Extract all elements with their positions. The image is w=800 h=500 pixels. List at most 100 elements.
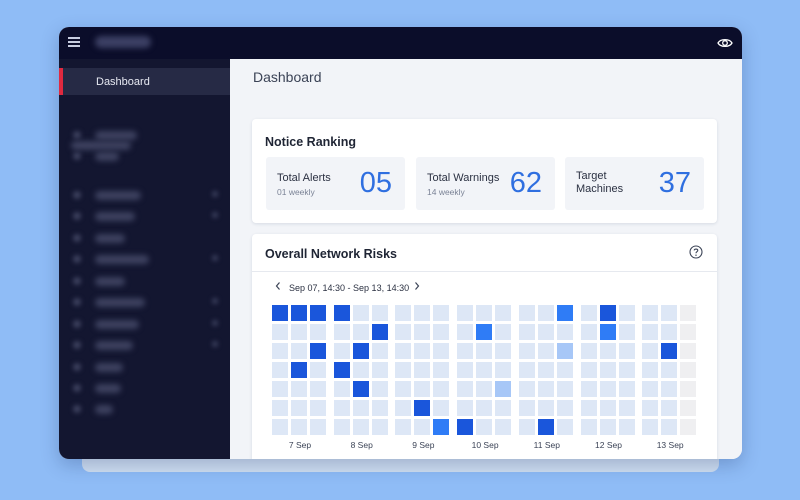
heatmap-cell-no-risk[interactable] (291, 400, 307, 416)
heatmap-cell-no-risk[interactable] (661, 419, 678, 435)
heatmap-cell-no-risk[interactable] (395, 324, 412, 340)
heatmap-cell-no-risk[interactable] (272, 419, 288, 435)
heatmap-cell-no-risk[interactable] (291, 343, 307, 359)
sidebar-blurred-item[interactable] (95, 152, 119, 161)
heatmap-cell-no-risk[interactable] (457, 324, 474, 340)
heatmap-cell-no-risk[interactable] (642, 362, 659, 378)
heatmap-cell-no-risk[interactable] (556, 381, 573, 397)
heatmap-cell-medium-risk[interactable] (556, 305, 573, 321)
heatmap-cell-no-risk[interactable] (580, 305, 597, 321)
heatmap-cell-no-risk[interactable] (661, 305, 678, 321)
heatmap-cell-no-risk[interactable] (414, 362, 431, 378)
heatmap-cell-no-risk[interactable] (518, 305, 535, 321)
heatmap-cell-no-risk[interactable] (476, 305, 493, 321)
heatmap-cell-no-risk[interactable] (476, 400, 493, 416)
heatmap-cell-no-risk[interactable] (661, 324, 678, 340)
heatmap-cell-no-risk[interactable] (580, 419, 597, 435)
heatmap-cell-no-risk[interactable] (599, 362, 616, 378)
heatmap-cell-no-risk[interactable] (476, 419, 493, 435)
heatmap-cell-no-risk[interactable] (618, 419, 635, 435)
heatmap-cell-no-risk[interactable] (556, 419, 573, 435)
heatmap-cell-no-risk[interactable] (352, 305, 369, 321)
sidebar-blurred-item[interactable] (95, 405, 113, 414)
heatmap-cell-no-risk[interactable] (457, 343, 474, 359)
heatmap-cell-high-risk[interactable] (537, 419, 554, 435)
heatmap-cell-no-risk[interactable] (618, 362, 635, 378)
heatmap-cell-no-risk[interactable] (495, 324, 512, 340)
heatmap-cell-medium-risk[interactable] (599, 324, 616, 340)
heatmap-cell-no-risk[interactable] (537, 400, 554, 416)
heatmap-cell-medium-risk[interactable] (476, 324, 493, 340)
heatmap-cell-no-risk[interactable] (291, 419, 307, 435)
heatmap-cell-no-risk[interactable] (414, 305, 431, 321)
heatmap-cell-no-risk[interactable] (580, 324, 597, 340)
sidebar-blurred-item[interactable] (95, 212, 135, 221)
heatmap-cell-no-risk[interactable] (310, 381, 326, 397)
heatmap-cell-no-risk[interactable] (371, 362, 388, 378)
heatmap-cell-no-risk[interactable] (371, 419, 388, 435)
heatmap-cell-no-risk[interactable] (642, 400, 659, 416)
heatmap-cell-no-risk[interactable] (371, 400, 388, 416)
heatmap-cell-no-risk[interactable] (352, 419, 369, 435)
heatmap-cell-no-risk[interactable] (272, 400, 288, 416)
heatmap-cell-no-risk[interactable] (457, 400, 474, 416)
heatmap-cell-no-risk[interactable] (537, 305, 554, 321)
heatmap-cell-no-risk[interactable] (599, 343, 616, 359)
heatmap-cell-high-risk[interactable] (291, 305, 307, 321)
heatmap-cell-no-risk[interactable] (476, 381, 493, 397)
heatmap-cell-high-risk[interactable] (352, 343, 369, 359)
heatmap-cell-no-risk[interactable] (310, 400, 326, 416)
sidebar-blurred-item[interactable] (95, 131, 137, 140)
eye-icon[interactable] (717, 36, 733, 50)
sidebar-blurred-item[interactable] (95, 234, 125, 243)
heatmap-cell-no-risk[interactable] (272, 381, 288, 397)
heatmap-cell-no-risk[interactable] (580, 381, 597, 397)
heatmap-cell-no-risk[interactable] (414, 324, 431, 340)
heatmap-cell-no-risk[interactable] (414, 343, 431, 359)
heatmap-cell-no-risk[interactable] (661, 362, 678, 378)
heatmap-cell-no-risk[interactable] (518, 381, 535, 397)
heatmap-cell-high-risk[interactable] (333, 362, 350, 378)
heatmap-cell-no-risk[interactable] (433, 324, 450, 340)
heatmap-cell-no-risk[interactable] (618, 305, 635, 321)
heatmap-cell-high-risk[interactable] (371, 324, 388, 340)
heatmap-cell-no-risk[interactable] (333, 324, 350, 340)
heatmap-cell-no-risk[interactable] (476, 343, 493, 359)
heatmap-cell-no-risk[interactable] (680, 305, 697, 321)
heatmap-cell-high-risk[interactable] (333, 305, 350, 321)
heatmap-cell-no-risk[interactable] (580, 343, 597, 359)
heatmap-cell-no-risk[interactable] (495, 343, 512, 359)
heatmap-cell-no-risk[interactable] (433, 343, 450, 359)
heatmap-cell-no-risk[interactable] (556, 400, 573, 416)
heatmap-cell-no-risk[interactable] (618, 324, 635, 340)
heatmap-cell-no-risk[interactable] (495, 362, 512, 378)
heatmap-cell-no-risk[interactable] (495, 305, 512, 321)
heatmap-cell-low-risk[interactable] (495, 381, 512, 397)
heatmap-cell-no-risk[interactable] (642, 343, 659, 359)
heatmap-cell-no-risk[interactable] (518, 419, 535, 435)
heatmap-cell-no-risk[interactable] (333, 381, 350, 397)
heatmap-cell-no-risk[interactable] (352, 362, 369, 378)
sidebar-blurred-item[interactable] (95, 298, 145, 307)
heatmap-cell-no-risk[interactable] (272, 324, 288, 340)
heatmap-cell-no-risk[interactable] (310, 419, 326, 435)
heatmap-cell-no-risk[interactable] (618, 343, 635, 359)
sidebar-blurred-item[interactable] (95, 255, 149, 264)
heatmap-cell-no-risk[interactable] (618, 381, 635, 397)
heatmap-cell-no-risk[interactable] (414, 381, 431, 397)
heatmap-cell-no-risk[interactable] (518, 400, 535, 416)
heatmap-cell-no-risk[interactable] (580, 362, 597, 378)
heatmap-cell-no-risk[interactable] (661, 400, 678, 416)
heatmap-cell-high-risk[interactable] (599, 305, 616, 321)
heatmap-cell-no-risk[interactable] (680, 362, 697, 378)
heatmap-cell-high-risk[interactable] (291, 362, 307, 378)
heatmap-cell-no-risk[interactable] (310, 324, 326, 340)
heatmap-cell-no-risk[interactable] (495, 419, 512, 435)
heatmap-cell-no-risk[interactable] (537, 381, 554, 397)
heatmap-cell-no-risk[interactable] (333, 419, 350, 435)
heatmap-cell-no-risk[interactable] (580, 400, 597, 416)
sidebar-blurred-item[interactable] (95, 341, 133, 350)
heatmap-cell-no-risk[interactable] (599, 419, 616, 435)
heatmap-cell-no-risk[interactable] (556, 362, 573, 378)
heatmap-cell-no-risk[interactable] (599, 381, 616, 397)
